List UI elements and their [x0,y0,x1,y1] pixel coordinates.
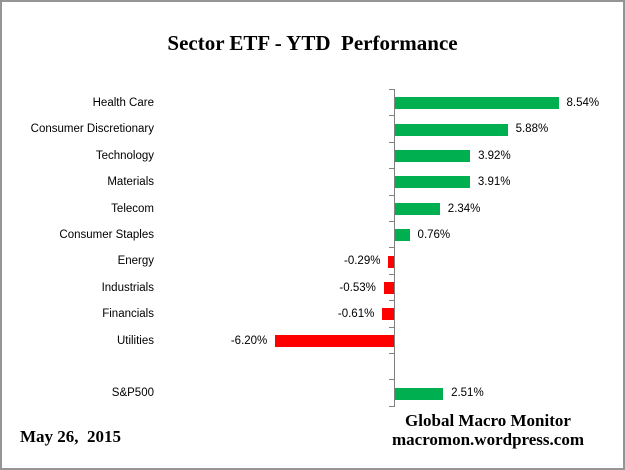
value-label: 2.51% [451,387,484,400]
credit-block: Global Macro Monitor macromon.wordpress.… [372,411,604,449]
axis-tick [389,168,394,170]
category-label: Energy [117,255,154,268]
axis-tick [389,115,394,117]
category-label: Materials [107,176,154,189]
chart-bar [395,387,444,400]
chart-bar [395,229,410,242]
axis-tick [389,326,394,328]
axis-tick [389,353,394,354]
date-label: May 26, 2015 [20,427,122,446]
category-label: Technology [95,149,154,162]
category-label: Consumer Discretionary [30,123,154,136]
value-label: 2.34% [447,202,481,215]
category-label: Utilities [116,334,154,347]
axis-tick [389,194,394,196]
value-label: 8.54% [566,97,600,109]
value-label: -0.61% [337,308,375,321]
chart-bar [395,123,508,136]
chart-bar [395,176,470,189]
value-label: 3.92% [478,149,511,162]
chart-bar [395,202,440,215]
value-label: -6.20% [230,334,268,347]
chart-bar [383,282,394,294]
axis-tick [389,379,394,381]
axis-tick [389,141,394,143]
axis-tick [389,405,394,407]
chart-bar [395,150,471,162]
axis-tick [389,273,394,275]
category-label: Consumer Staples [59,229,154,241]
chart-bar [395,97,559,110]
category-label: Financials [102,308,154,321]
value-label: 3.91% [477,176,511,189]
category-label: Industrials [101,281,154,294]
chart-bar [388,255,394,268]
credit-line1: Global Macro Monitor [405,411,571,430]
value-label: -0.29% [344,255,381,268]
axis-tick [389,300,394,302]
credit-line2: macromon.wordpress.com [391,430,584,449]
category-label: Telecom [111,202,154,215]
chart-bar [275,334,394,347]
chart-bar [382,308,394,321]
y-axis-zero-line [394,89,395,407]
value-label: 0.76% [417,229,451,241]
axis-tick [389,247,394,249]
category-label: Health Care [92,97,154,109]
category-label: S&P500 [111,387,154,400]
value-label: -0.53% [339,281,376,294]
chart-title: Sector ETF - YTD Performance [167,31,458,55]
axis-tick [389,221,394,222]
value-label: 5.88% [515,123,549,136]
axis-tick [389,89,394,90]
